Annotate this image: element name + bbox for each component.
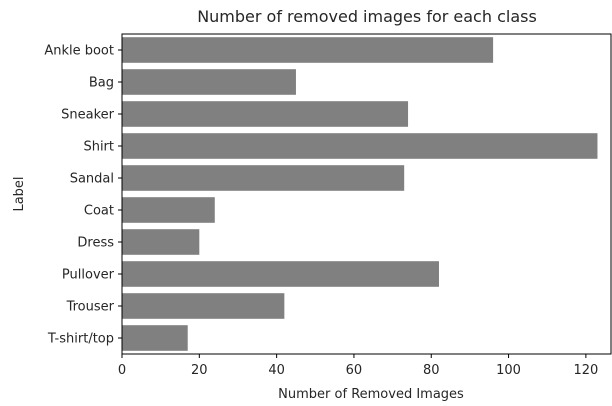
x-tick-label: 40	[268, 363, 285, 378]
bar	[122, 261, 439, 287]
bar	[122, 197, 215, 223]
bar	[122, 69, 296, 95]
bar	[122, 229, 200, 255]
y-tick-label: Trouser	[66, 300, 115, 315]
x-tick-label: 100	[496, 363, 521, 378]
y-tick-label: Dress	[77, 236, 114, 251]
x-tick-label: 60	[346, 363, 363, 378]
y-tick-label: Sandal	[70, 172, 114, 187]
y-tick-label: T-shirt/top	[47, 332, 114, 347]
x-tick-label: 80	[423, 363, 440, 378]
y-tick-label: Ankle boot	[44, 44, 114, 59]
bar	[122, 325, 188, 351]
x-axis-label: Number of Removed Images	[278, 387, 464, 402]
bar	[122, 101, 409, 127]
plot-frame	[121, 33, 612, 355]
bar	[122, 133, 598, 159]
x-tick-label: 0	[118, 363, 126, 378]
chart-title: Number of removed images for each class	[197, 7, 537, 26]
x-tick-label: 20	[191, 363, 208, 378]
y-ticks-group: Ankle boot Bag Sneaker Shirt Sandal Coat Dress…	[44, 44, 122, 347]
x-ticks-group: 0 20 40 60 80 100 120	[118, 354, 598, 378]
y-tick-label: Bag	[89, 76, 114, 91]
y-tick-label: Shirt	[83, 140, 114, 155]
y-tick-label: Sneaker	[61, 108, 115, 123]
y-tick-label: Coat	[84, 204, 114, 219]
bars-group	[122, 37, 598, 351]
x-tick-label: 120	[573, 363, 598, 378]
bar	[122, 37, 494, 63]
y-axis-label: Label	[12, 176, 27, 211]
y-tick-label: Pullover	[62, 268, 115, 283]
bar	[122, 293, 285, 319]
bar	[122, 165, 405, 191]
